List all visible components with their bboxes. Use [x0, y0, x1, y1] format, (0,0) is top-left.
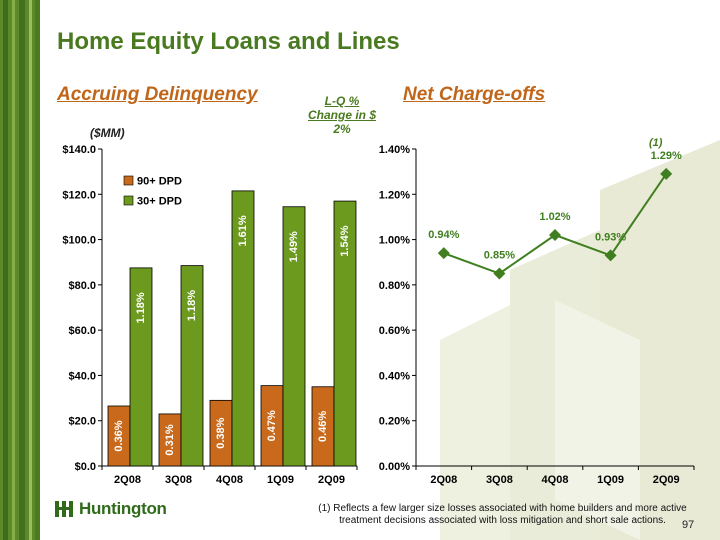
legend-swatch	[123, 195, 134, 206]
line-data-point	[660, 167, 673, 180]
x-tick-label: 4Q08	[542, 474, 569, 486]
unit-label: ($MM)	[90, 126, 125, 140]
y-tick-label: $140.0	[62, 144, 96, 156]
x-tick-label: 2Q09	[653, 474, 680, 486]
y-tick-label: $120.0	[62, 189, 96, 201]
legend-label: 30+ DPD	[137, 196, 182, 208]
bar-30-dpd	[282, 206, 306, 467]
y-tick-label: $0.0	[75, 461, 96, 473]
y-tick-label: 1.20%	[379, 189, 410, 201]
bar-30-dpd	[129, 267, 153, 467]
x-tick-label: 2Q08	[114, 474, 141, 486]
huntington-logo-mark-icon	[55, 501, 73, 517]
bar-data-label: 0.46%	[317, 411, 329, 442]
line-data-point	[549, 229, 561, 242]
bar-data-label: 0.47%	[266, 410, 278, 441]
accruing-delinquency-heading: Accruing Delinquency	[57, 84, 258, 105]
y-tick-label: 1.00%	[379, 235, 410, 247]
bar-data-label: 1.18%	[186, 290, 198, 321]
x-tick-label: 1Q09	[597, 474, 624, 486]
y-tick-label: $100.0	[62, 235, 96, 247]
lq-change-note: L-Q % Change in $ 2%	[300, 94, 384, 136]
x-tick-label: 3Q08	[165, 474, 192, 486]
lq-note-line1: L-Q %	[324, 94, 360, 108]
bar-data-label: 1.18%	[135, 292, 147, 323]
legend-label: 90+ DPD	[137, 176, 182, 188]
x-tick-label: 2Q08	[430, 474, 457, 486]
y-tick-label: 0.80%	[379, 280, 410, 292]
line-data-point	[493, 267, 506, 280]
huntington-logo: Huntington	[54, 499, 167, 519]
y-tick-label: 1.40%	[379, 144, 410, 156]
y-tick-label: 0.60%	[379, 325, 410, 337]
bar-30-dpd	[333, 200, 357, 467]
y-tick-label: $60.0	[68, 325, 96, 337]
bar-data-label: 1.54%	[339, 225, 351, 256]
x-tick-label: 1Q09	[267, 474, 294, 486]
x-tick-label: 4Q08	[216, 474, 243, 486]
bar-data-label: 1.49%	[288, 231, 300, 262]
legend-swatch	[123, 175, 134, 186]
lq-note-value: 2%	[333, 122, 351, 136]
logo-text: Huntington	[79, 499, 167, 518]
bar-30-dpd	[231, 190, 255, 467]
bar-30-dpd	[180, 265, 204, 467]
y-tick-label: 0.20%	[379, 416, 410, 428]
slide-title: Home Equity Loans and Lines	[57, 28, 400, 55]
x-tick-label: 3Q08	[486, 474, 513, 486]
bar-data-label: 0.31%	[164, 424, 176, 455]
net-charge-offs-heading: Net Charge-offs	[403, 84, 546, 105]
line-data-label: 1.02%	[539, 211, 570, 223]
line-data-label: 1.29%	[651, 150, 682, 162]
sidebar-stripes	[0, 0, 40, 540]
net-charge-off-line	[443, 173, 668, 275]
y-tick-label: $20.0	[68, 416, 96, 428]
delinquency-bar-chart: $0.0 $20.0 $40.0 $60.0 $80.0 $100.0 $120.0 $140…	[62, 144, 358, 486]
lq-note-line2: Change in $	[307, 108, 376, 122]
footnote-marker: (1)	[649, 137, 663, 149]
bar-data-label: 1.61%	[237, 215, 249, 246]
page-number: 97	[682, 519, 695, 531]
net-charge-offs-line-chart: 0.00% 0.20% 0.40% 0.60% 0.80% 1.00% 1.20% 1.40%…	[379, 144, 695, 486]
line-data-point	[437, 247, 450, 260]
bar-data-label: 0.36%	[113, 420, 125, 451]
footnote: (1) Reflects a few larger size losses as…	[318, 503, 687, 526]
y-tick-label: 0.00%	[379, 461, 410, 473]
x-tick-label: 2Q09	[318, 474, 345, 486]
line-data-point	[604, 249, 617, 262]
line-data-label: 0.85%	[484, 250, 515, 262]
y-tick-label: $80.0	[68, 280, 96, 292]
line-data-label: 0.93%	[595, 231, 626, 243]
y-tick-label: $40.0	[68, 370, 96, 382]
line-data-label: 0.94%	[428, 229, 459, 241]
bar-data-label: 0.38%	[215, 417, 227, 448]
y-tick-label: 0.40%	[379, 370, 410, 382]
